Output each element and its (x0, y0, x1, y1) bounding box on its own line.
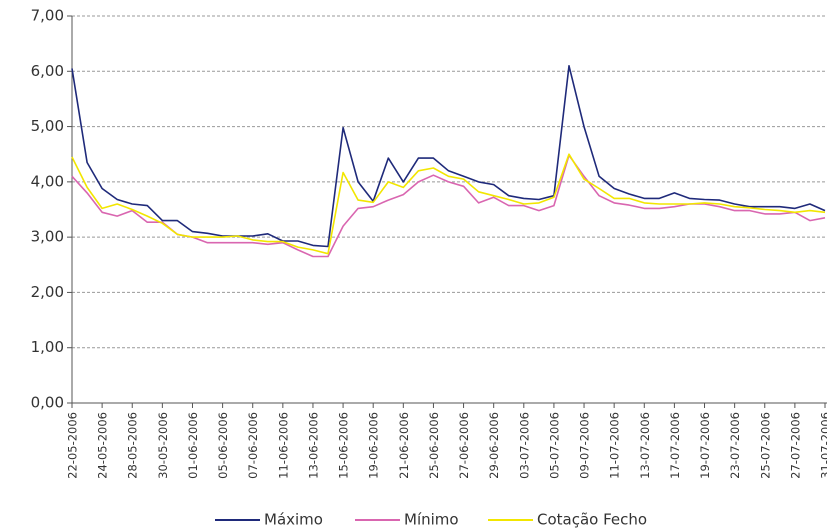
x-tick-label: 19-07-2006 (698, 412, 712, 479)
y-tick-label: 3,00 (31, 228, 64, 246)
x-tick-label: 30-05-2006 (156, 412, 170, 479)
x-tick-label: 01-06-2006 (186, 412, 200, 479)
x-tick-label: 22-05-2006 (66, 412, 80, 479)
y-tick-label: 7,00 (31, 7, 64, 25)
y-tick-label: 2,00 (31, 283, 64, 301)
legend-label: Máximo (264, 511, 323, 529)
series-line (71, 65, 826, 248)
x-tick-label: 03-07-2006 (517, 412, 531, 479)
x-tick-label: 24-05-2006 (96, 412, 110, 479)
x-tick-label: 07-06-2006 (246, 412, 260, 479)
y-tick-label: 1,00 (31, 338, 64, 356)
x-tick-label: 15-06-2006 (337, 412, 351, 479)
legend-label: Cotação Fecho (537, 511, 647, 529)
x-tick-label: 19-06-2006 (367, 412, 381, 479)
x-tick-label: 09-07-2006 (578, 412, 592, 479)
x-tick-label: 17-07-2006 (668, 412, 682, 479)
x-tick-label: 31-07-2006 (819, 412, 827, 479)
x-tick-label: 27-07-2006 (788, 412, 802, 479)
x-tick-label: 29-06-2006 (487, 412, 501, 479)
x-tick-label: 23-07-2006 (728, 412, 742, 479)
x-tick-label: 25-06-2006 (427, 412, 441, 479)
x-tick-label: 05-07-2006 (547, 412, 561, 479)
x-tick-label: 13-07-2006 (638, 412, 652, 479)
x-tick-label: 28-05-2006 (126, 412, 140, 479)
x-tick-label: 21-06-2006 (397, 412, 411, 479)
x-tick-label: 27-06-2006 (457, 412, 471, 479)
x-tick-label: 05-06-2006 (216, 412, 230, 479)
y-tick-label: 6,00 (31, 62, 64, 80)
y-tick-label: 4,00 (31, 172, 64, 190)
x-tick-label: 13-06-2006 (306, 412, 320, 479)
x-tick-label: 25-07-2006 (758, 412, 772, 479)
y-tick-label: 0,00 (31, 394, 64, 412)
legend-label: Mínimo (404, 511, 459, 529)
y-tick-label: 5,00 (31, 117, 64, 135)
x-tick-label: 11-07-2006 (608, 412, 622, 479)
x-tick-label: 11-06-2006 (276, 412, 290, 479)
series-line (71, 153, 826, 255)
